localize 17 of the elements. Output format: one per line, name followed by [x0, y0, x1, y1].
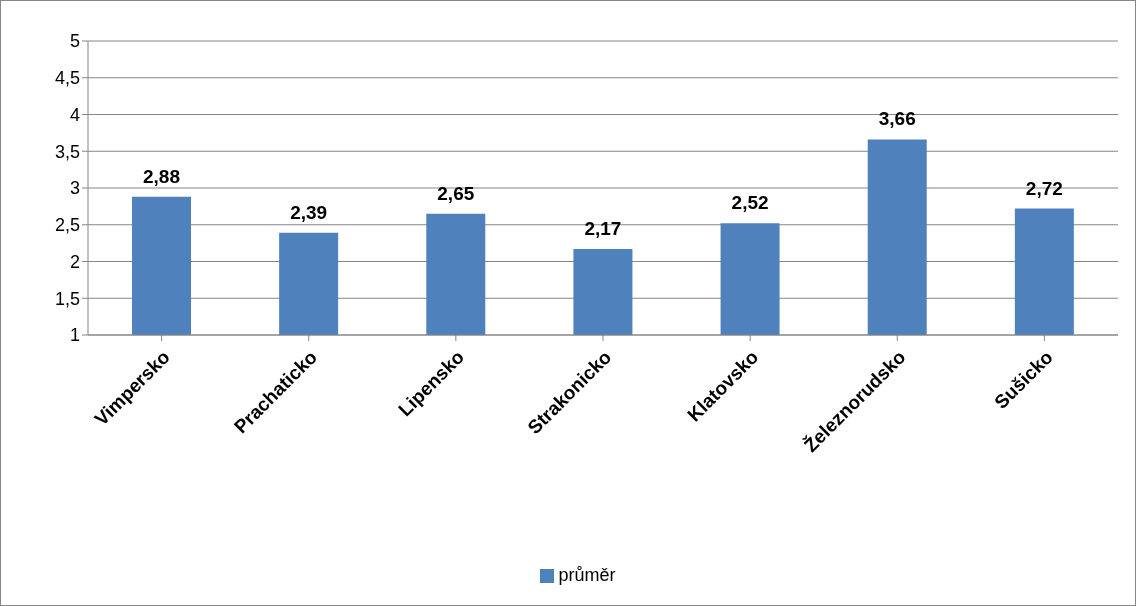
- data-label: 3,66: [878, 108, 916, 130]
- data-label: 2,39: [290, 201, 328, 223]
- y-tick-label: 1,5: [54, 288, 80, 309]
- y-tick-label: 5: [69, 31, 80, 52]
- y-tick-label: 2: [69, 251, 80, 272]
- data-label: 2,65: [437, 182, 475, 204]
- y-tick-label: 4,5: [54, 68, 80, 89]
- y-tick-label: 2,5: [54, 215, 80, 236]
- legend-label: průměr: [558, 565, 616, 585]
- data-label: 2,72: [1025, 177, 1063, 199]
- y-tick-label: 4: [69, 104, 80, 125]
- data-label: 2,52: [731, 192, 769, 214]
- data-label: 2,88: [143, 165, 180, 187]
- y-tick-label: 1: [69, 325, 80, 346]
- data-label: 2,17: [584, 218, 622, 240]
- y-tick-label: 3,5: [54, 141, 80, 162]
- y-tick-label: 3: [69, 178, 80, 199]
